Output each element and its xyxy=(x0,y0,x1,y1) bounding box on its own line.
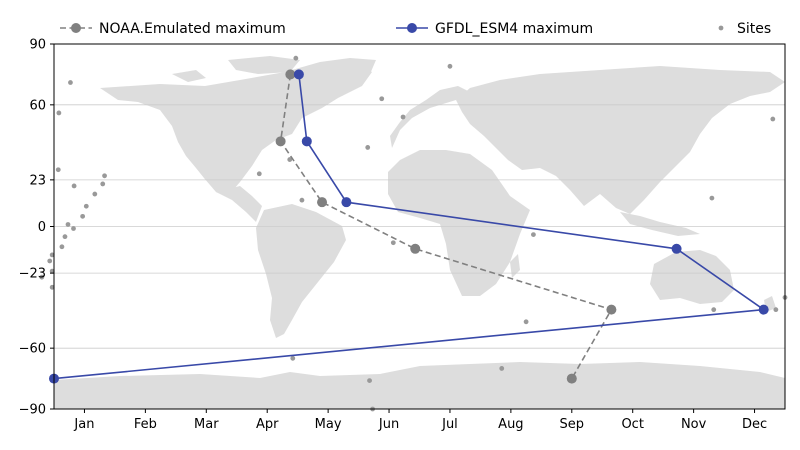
series-point xyxy=(301,136,312,147)
legend-item: Sites xyxy=(718,21,771,37)
legend-item: GFDL_ESM4 maximum xyxy=(396,21,593,37)
series-2 xyxy=(39,55,788,412)
x-tick-label: Sep xyxy=(560,417,585,432)
site-point xyxy=(47,258,53,264)
world-map-background xyxy=(54,56,785,409)
y-tick-label: −90 xyxy=(19,403,46,418)
site-point xyxy=(367,378,372,384)
site-point xyxy=(770,116,776,122)
x-tick-label: Oct xyxy=(621,417,643,432)
site-point xyxy=(71,183,77,189)
site-point xyxy=(49,268,55,274)
x-axis: Jan Feb Mar Apr May Jun Jul Aug Sep Oct Nov Dec xyxy=(73,409,767,432)
series-point xyxy=(606,304,617,315)
site-point xyxy=(49,252,55,258)
site-point xyxy=(65,222,71,227)
legend-label: GFDL_ESM4 maximum xyxy=(435,21,593,37)
x-tick-label: Apr xyxy=(256,417,279,432)
x-tick-label: Jul xyxy=(441,417,458,432)
series-point xyxy=(317,197,328,208)
site-point xyxy=(49,284,55,290)
y-tick-label: −60 xyxy=(19,342,46,357)
site-point xyxy=(71,226,76,231)
site-point xyxy=(92,191,98,197)
y-tick-label: 23 xyxy=(29,173,46,188)
site-point xyxy=(299,197,305,203)
x-tick-label: Feb xyxy=(134,417,157,432)
legend-marker xyxy=(71,23,81,33)
legend-item: NOAA.Emulated maximum xyxy=(60,21,286,37)
site-point xyxy=(400,114,406,120)
x-tick-label: Dec xyxy=(742,417,767,432)
site-point xyxy=(80,213,86,219)
series-point xyxy=(275,136,286,147)
series-point xyxy=(758,304,769,315)
legend: NOAA.Emulated maximum GFDL_ESM4 maximum Si… xyxy=(60,21,771,37)
legend-marker xyxy=(718,25,724,31)
series-point xyxy=(410,243,421,254)
site-point xyxy=(39,274,45,280)
site-point xyxy=(390,240,396,246)
series-1 xyxy=(49,69,769,384)
site-point xyxy=(287,157,293,162)
legend-label: Sites xyxy=(737,21,771,37)
x-tick-label: Jun xyxy=(378,417,399,432)
site-point xyxy=(100,181,106,187)
y-tick-label: 90 xyxy=(29,38,46,53)
site-point xyxy=(256,171,262,177)
site-point xyxy=(83,203,89,209)
y-tick-label: 60 xyxy=(29,98,46,113)
x-tick-label: Aug xyxy=(498,417,523,432)
site-point xyxy=(290,355,296,361)
site-point xyxy=(379,96,385,102)
site-point xyxy=(531,232,536,238)
series-point xyxy=(341,197,352,208)
x-tick-label: May xyxy=(315,417,342,432)
y-tick-label: 0 xyxy=(38,220,46,235)
site-point xyxy=(523,319,529,325)
x-tick-label: Jan xyxy=(73,417,94,432)
series-point xyxy=(293,69,304,80)
site-point xyxy=(711,307,717,313)
site-point xyxy=(68,80,73,85)
y-axis: 90 60 23 0 −23 −60 −90 xyxy=(19,38,54,418)
site-point xyxy=(447,63,453,69)
site-point xyxy=(709,195,715,201)
site-point xyxy=(293,55,299,61)
series-line xyxy=(279,74,613,379)
site-point xyxy=(56,110,62,116)
series-point xyxy=(566,373,577,384)
series-layer xyxy=(39,55,788,412)
x-tick-label: Nov xyxy=(681,417,707,432)
x-tick-label: Mar xyxy=(194,417,219,432)
site-point xyxy=(55,167,61,173)
legend-marker xyxy=(407,23,417,33)
series-point xyxy=(285,69,296,80)
site-point xyxy=(499,366,505,371)
site-point xyxy=(62,234,68,240)
series-line xyxy=(53,74,766,380)
series-point xyxy=(671,243,682,254)
site-point xyxy=(59,244,65,250)
series-0 xyxy=(275,69,617,384)
y-tick-label: −23 xyxy=(19,267,46,282)
site-point xyxy=(102,173,107,179)
site-point xyxy=(773,307,779,313)
legend-label: NOAA.Emulated maximum xyxy=(99,21,286,37)
site-point xyxy=(365,145,371,150)
